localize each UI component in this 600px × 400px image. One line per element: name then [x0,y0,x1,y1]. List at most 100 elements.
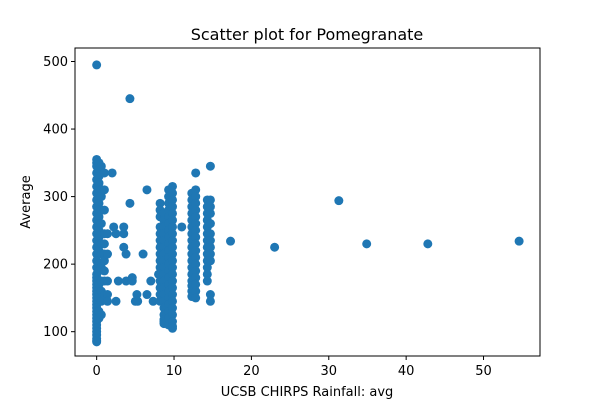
data-point [167,310,177,320]
y-axis: 100 200 300 400 500 [43,55,75,340]
data-point [99,185,109,195]
data-point [125,94,135,104]
data-point [99,239,109,249]
data-point [205,236,215,245]
data-point [191,212,201,222]
data-point [191,273,201,283]
data-point [99,256,109,266]
data-point [191,286,201,296]
data-point [191,293,201,303]
data-point [191,259,201,269]
data-point [113,276,123,286]
data-point [142,185,152,195]
data-point [127,276,137,286]
data-point [146,276,156,286]
data-point [99,266,109,276]
data-point [92,337,102,347]
data-point [191,232,201,242]
data-point [205,219,215,229]
data-point [191,205,201,215]
x-tick-label: 30 [321,364,338,379]
data-point [191,168,201,178]
data-point [167,263,177,273]
data-point [191,225,201,235]
data-point [167,208,177,218]
data-point [205,195,215,205]
data-point [92,60,102,70]
data-point [103,249,112,259]
data-point [119,229,129,239]
data-point [191,252,201,262]
chart-title: Scatter plot for Pomegranate [191,25,424,44]
data-point [103,276,112,286]
data-point [167,269,177,279]
data-point [167,202,177,212]
plot-area [92,60,524,347]
data-point [205,229,215,239]
data-point [138,249,148,259]
data-point [362,239,372,249]
data-point [167,188,177,198]
data-point [111,229,121,239]
data-point [514,236,524,246]
data-point [96,192,106,202]
data-point [96,296,106,306]
data-point [119,242,129,252]
data-point [167,229,177,239]
data-point [155,198,165,208]
data-point [103,229,112,239]
data-point [167,323,177,333]
x-axis: 0 10 20 30 40 50 [93,356,492,379]
data-point [96,161,106,171]
data-point [167,215,177,225]
data-point [148,296,158,306]
data-point [103,290,112,300]
data-point [167,181,177,191]
data-point [205,208,215,218]
x-tick-label: 10 [166,364,183,379]
data-point [191,185,201,195]
data-point [226,236,236,246]
data-point [109,222,119,232]
y-tick-label: 200 [43,258,68,273]
y-tick-label: 300 [43,190,68,205]
data-point [177,222,187,232]
data-point [167,256,177,266]
data-point [205,249,215,259]
y-axis-label: Average [19,175,34,228]
data-point [96,310,106,320]
data-point [167,222,177,232]
data-point [205,242,215,252]
data-point [334,196,344,206]
data-point [107,168,117,178]
data-point [167,290,177,300]
data-point [202,263,212,273]
data-point [119,222,129,232]
x-tick-label: 0 [93,364,101,379]
data-point [132,290,142,300]
data-point [125,198,135,208]
y-tick-label: 500 [43,55,68,70]
data-point [191,266,201,276]
data-point [191,279,201,289]
data-point [96,219,106,229]
plot-frame [74,47,541,357]
data-point [191,192,201,202]
y-tick-label: 400 [43,123,68,138]
data-point [191,239,201,249]
data-point [94,198,104,208]
data-point [121,249,131,259]
data-point [167,236,177,245]
data-point [99,205,109,215]
data-point [191,219,201,229]
data-point [111,296,121,306]
data-point [205,161,215,171]
data-point [99,168,109,178]
x-axis-label: UCSB CHIRPS Rainfall: avg [221,385,394,400]
data-point [205,290,215,300]
data-point [167,296,177,306]
data-point [167,249,177,259]
data-point [270,242,280,252]
